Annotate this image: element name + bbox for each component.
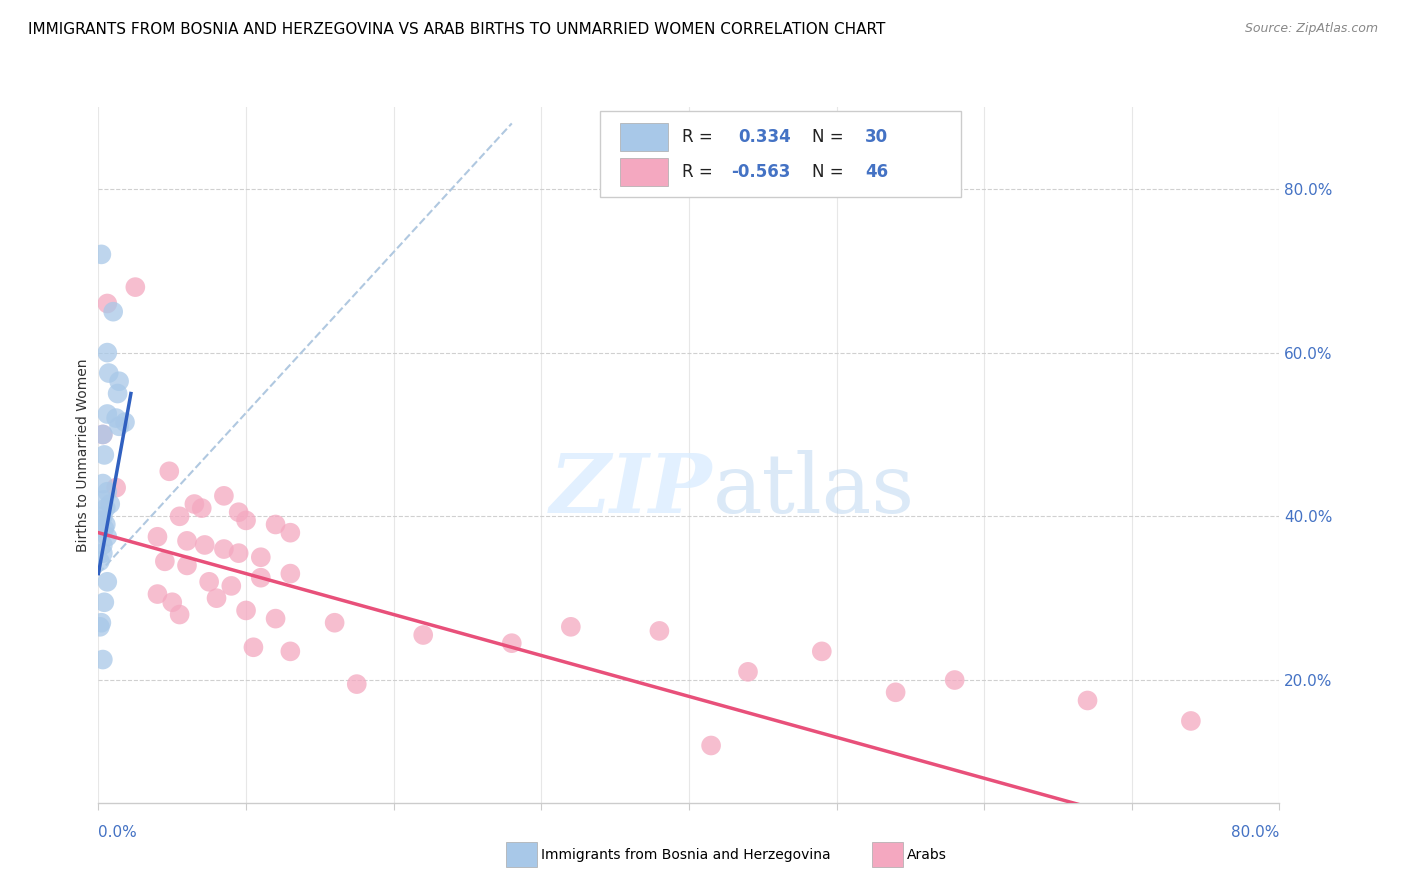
Point <box>90 615 112 630</box>
Point <box>96 530 118 544</box>
Y-axis label: Births to Unmarried Women: Births to Unmarried Women <box>76 359 90 551</box>
Text: 46: 46 <box>865 162 889 181</box>
Point <box>242 640 264 655</box>
Point <box>228 546 250 560</box>
Point <box>162 595 183 609</box>
Point <box>183 497 205 511</box>
Point <box>90 513 112 527</box>
Text: 30: 30 <box>865 128 889 146</box>
Point <box>169 509 191 524</box>
Point <box>235 603 257 617</box>
Point <box>153 554 176 568</box>
Point <box>96 484 118 499</box>
Text: R =: R = <box>682 162 718 181</box>
Text: Source: ZipAtlas.com: Source: ZipAtlas.com <box>1244 22 1378 36</box>
Point <box>96 345 118 359</box>
FancyBboxPatch shape <box>620 158 668 186</box>
Text: Immigrants from Bosnia and Herzegovina: Immigrants from Bosnia and Herzegovina <box>541 847 831 862</box>
Text: ZIP: ZIP <box>550 450 713 530</box>
Point <box>169 607 191 622</box>
Point <box>91 427 114 442</box>
Point <box>91 538 114 552</box>
Point <box>105 411 128 425</box>
Point <box>648 624 671 638</box>
Point <box>91 427 114 442</box>
Text: R =: R = <box>682 128 718 146</box>
FancyBboxPatch shape <box>620 123 668 151</box>
Point <box>1077 693 1099 707</box>
Point <box>146 587 169 601</box>
Point <box>219 579 242 593</box>
Point <box>114 415 136 429</box>
Text: 0.334: 0.334 <box>738 128 792 146</box>
Point <box>264 517 287 532</box>
Point <box>810 644 832 658</box>
Point <box>884 685 907 699</box>
Point <box>157 464 180 478</box>
Point <box>91 652 114 666</box>
Text: 0.0%: 0.0% <box>98 825 138 840</box>
Text: N =: N = <box>811 162 849 181</box>
Point <box>737 665 759 679</box>
Point <box>250 571 273 585</box>
Point <box>1180 714 1202 728</box>
Point <box>93 448 115 462</box>
Point <box>278 525 302 540</box>
Point <box>91 476 114 491</box>
Point <box>228 505 250 519</box>
Point <box>90 247 112 261</box>
Point <box>235 513 257 527</box>
Point <box>323 615 346 630</box>
Text: Arabs: Arabs <box>907 847 946 862</box>
Point <box>107 386 129 401</box>
Point <box>89 554 111 568</box>
Point <box>93 595 115 609</box>
Point <box>98 497 121 511</box>
Point <box>176 558 198 573</box>
Text: -0.563: -0.563 <box>731 162 790 181</box>
Point <box>412 628 434 642</box>
Point <box>91 509 114 524</box>
Point <box>96 296 118 310</box>
Point <box>103 304 125 318</box>
Point <box>194 538 217 552</box>
Point <box>205 591 228 606</box>
Point <box>89 620 111 634</box>
Point <box>264 612 287 626</box>
Point <box>212 542 235 557</box>
Text: 80.0%: 80.0% <box>1232 825 1279 840</box>
Point <box>250 550 273 565</box>
Point <box>278 644 302 658</box>
Point <box>97 366 120 380</box>
Point <box>108 419 131 434</box>
Point <box>93 522 115 536</box>
FancyBboxPatch shape <box>600 111 960 197</box>
Text: N =: N = <box>811 128 849 146</box>
Point <box>105 481 128 495</box>
Point <box>943 673 966 687</box>
Point <box>560 620 582 634</box>
Point <box>346 677 368 691</box>
Text: atlas: atlas <box>713 450 915 530</box>
Point <box>94 501 117 516</box>
Point <box>191 501 214 516</box>
Text: IMMIGRANTS FROM BOSNIA AND HERZEGOVINA VS ARAB BIRTHS TO UNMARRIED WOMEN CORRELA: IMMIGRANTS FROM BOSNIA AND HERZEGOVINA V… <box>28 22 886 37</box>
Point <box>501 636 523 650</box>
Point <box>278 566 302 581</box>
Point <box>96 574 118 589</box>
Point <box>212 489 235 503</box>
Point <box>94 517 117 532</box>
Point <box>198 574 221 589</box>
Point <box>700 739 723 753</box>
Point <box>146 530 169 544</box>
Point <box>93 492 115 507</box>
Point <box>176 533 198 548</box>
Point <box>108 374 131 388</box>
Point <box>124 280 146 294</box>
Point <box>96 407 118 421</box>
Point <box>91 546 114 560</box>
